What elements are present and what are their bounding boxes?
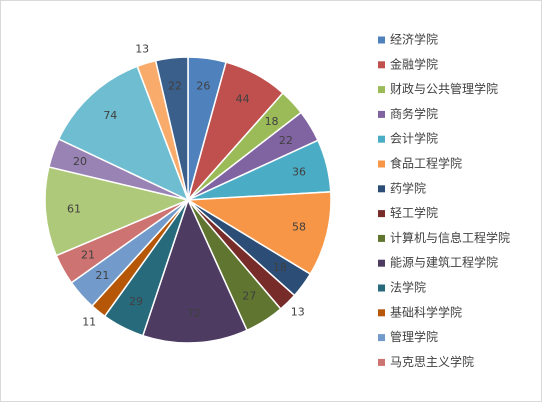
legend-swatch (378, 86, 385, 94)
data-label: 13 (135, 43, 149, 56)
legend-label: 计算机与信息工程学院 (390, 230, 510, 245)
data-label: 27 (242, 290, 256, 303)
data-label: 22 (279, 134, 293, 147)
legend-label: 轻工学院 (390, 205, 438, 220)
pie-slice (154, 56, 189, 201)
legend-label: 药学院 (390, 180, 426, 195)
pie-slice (141, 197, 248, 344)
data-label: 36 (292, 165, 306, 178)
legend-swatch (378, 358, 385, 366)
legend-label: 能源与建筑工程学院 (390, 255, 498, 270)
legend-label: 食品工程学院 (390, 156, 462, 171)
data-label: 22 (168, 79, 182, 92)
data-label: 74 (103, 109, 117, 122)
data-label: 11 (82, 315, 96, 328)
data-label: 44 (236, 92, 250, 105)
legend-swatch (378, 334, 385, 342)
legend-label: 商务学院 (390, 106, 438, 121)
data-label: 26 (196, 80, 210, 93)
legend-label: 财政与公共管理学院 (390, 81, 498, 96)
data-label: 21 (81, 249, 95, 262)
legend-swatch (378, 259, 385, 267)
data-label: 58 (292, 221, 306, 234)
legend-label: 金融学院 (390, 56, 438, 71)
legend-swatch (378, 110, 385, 118)
legend-swatch (378, 135, 385, 143)
legend-swatch (378, 61, 385, 69)
legend-swatch (378, 234, 385, 242)
legend-swatch (378, 284, 385, 292)
pie-slice (57, 65, 190, 202)
legend-label: 会计学院 (390, 131, 438, 146)
data-label: 21 (95, 269, 109, 282)
legend-label: 基础科学学院 (390, 304, 462, 319)
legend-swatch (378, 36, 385, 44)
legend-swatch (378, 210, 385, 218)
legend-label: 马克思主义学院 (390, 354, 474, 369)
pie-slice (185, 191, 332, 276)
legend-swatch (378, 160, 385, 168)
data-label: 61 (67, 202, 81, 215)
data-label: 72 (187, 307, 201, 320)
legend-label: 经济学院 (390, 32, 438, 47)
data-label: 18 (273, 261, 287, 274)
legend-swatch (378, 309, 385, 317)
data-label: 13 (291, 306, 305, 319)
data-label: 18 (265, 115, 279, 128)
legend-swatch (378, 185, 385, 193)
pie-slice (44, 166, 191, 257)
legend-label: 管理学院 (390, 329, 438, 344)
data-label: 20 (73, 155, 87, 168)
data-label: 29 (129, 295, 143, 308)
legend-label: 法学院 (390, 280, 426, 295)
